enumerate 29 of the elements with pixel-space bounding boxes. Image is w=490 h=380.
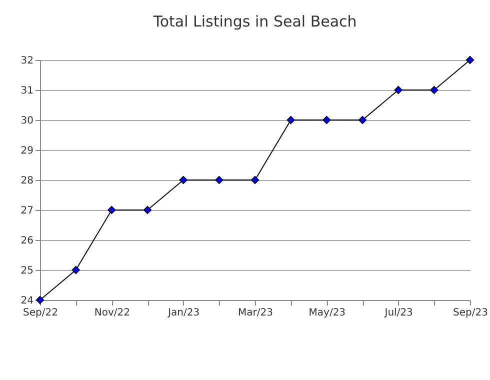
y-tick-label: 30 — [20, 116, 34, 126]
point — [250, 176, 260, 184]
x-tick-label: Jul/23 — [384, 308, 413, 318]
point — [108, 206, 116, 214]
x-tick-label: Nov/22 — [94, 308, 130, 318]
point — [358, 116, 367, 124]
x-tick-label: Jan/23 — [167, 308, 200, 318]
x-tick-label: Sep/22 — [23, 308, 58, 318]
y-tick-label: 31 — [20, 86, 34, 96]
x-tick-label: Mar/23 — [238, 308, 273, 318]
y-tick-label: 32 — [20, 56, 34, 66]
x-tick-label: Sep/23 — [453, 308, 488, 318]
point — [72, 266, 80, 274]
point — [466, 56, 474, 64]
y-tick-label: 24 — [20, 296, 34, 306]
chart-title: Total Listings in Seal Beach — [152, 12, 357, 30]
point — [143, 206, 152, 214]
point — [179, 176, 188, 184]
x-tick-label: May/23 — [308, 308, 346, 318]
y-tick-label: 27 — [20, 206, 34, 216]
point — [215, 176, 224, 184]
point — [430, 86, 438, 94]
y-tick-label: 25 — [20, 266, 34, 276]
y-tick-label: 26 — [20, 236, 34, 246]
point — [394, 86, 402, 94]
point — [322, 116, 331, 124]
y-tick-label: 28 — [20, 176, 34, 186]
point — [286, 116, 295, 124]
y-tick-label: 29 — [20, 146, 34, 156]
